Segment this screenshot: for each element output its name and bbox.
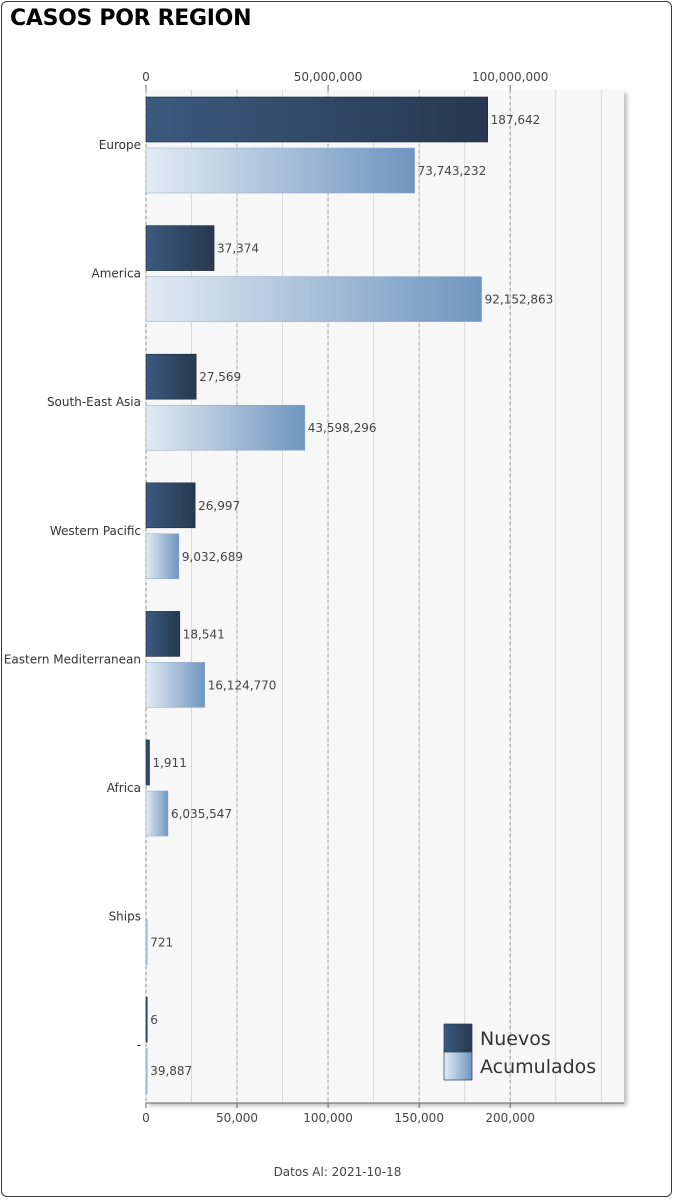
bar-value-label: 9,032,689 [182, 550, 243, 564]
bar-acumulados [145, 790, 169, 837]
bar-value-label: 1,911 [152, 756, 186, 770]
top-axis-tick-label: 0 [142, 70, 150, 84]
bar-value-label: 16,124,770 [208, 678, 277, 692]
bar-value-label: 6 [150, 1013, 158, 1027]
bar-acumulados [145, 533, 180, 580]
bar-acumulados [145, 919, 148, 965]
bar-acumulados [145, 1047, 148, 1094]
bar-value-label: 39,887 [150, 1064, 192, 1078]
chart-title: CASOS POR REGION [10, 6, 252, 31]
bottom-axis-tick-label: 0 [142, 1111, 150, 1125]
bar-acumulados [145, 662, 205, 708]
category-label: Eastern Mediterranean [4, 652, 141, 666]
bar-value-label: 187,642 [491, 113, 541, 127]
bar-nuevos [145, 996, 148, 1043]
category-label: Western Pacific [50, 524, 141, 538]
bottom-axis-tick-label: 100,000 [303, 1111, 353, 1125]
bar-acumulados [145, 147, 415, 194]
category-label: America [92, 267, 142, 281]
bar-nuevos [145, 482, 196, 529]
bar-acumulados [145, 276, 482, 322]
bottom-axis-tick-label: 50,000 [216, 1111, 258, 1125]
category-label: Europe [99, 138, 141, 152]
category-label: - [137, 1038, 141, 1052]
category-label: Ships [109, 910, 141, 924]
legend-label: Nuevos [480, 1028, 551, 1050]
bar-nuevos [145, 225, 215, 271]
legend: Nuevos Acumulados [443, 1023, 596, 1081]
bar-value-label: 18,541 [183, 627, 225, 641]
bar-value-label: 27,569 [199, 370, 241, 384]
bar-nuevos [145, 739, 150, 786]
labels: Europe 187,642 73,743,232 America 37,374 92,1… [4, 113, 553, 1078]
top-axis-tick-label: 100,000,000 [472, 70, 548, 84]
footer-date: Datos Al: 2021-10-18 [273, 1165, 402, 1179]
legend-swatch [443, 1051, 473, 1081]
bar-nuevos [145, 96, 488, 143]
category-label: Africa [107, 781, 141, 795]
legend-swatch [443, 1023, 473, 1053]
bars [145, 96, 488, 1094]
bar-nuevos [145, 353, 197, 400]
bar-nuevos [145, 611, 181, 657]
category-label: South-East Asia [47, 395, 141, 409]
plot-area [146, 90, 624, 1103]
bar-value-label: 43,598,296 [308, 421, 377, 435]
top-axis-tick-label: 50,000,000 [294, 70, 363, 84]
bar-value-label: 92,152,863 [485, 293, 554, 307]
legend-label: Acumulados [480, 1056, 596, 1078]
bar-value-label: 73,743,232 [418, 164, 487, 178]
bar-acumulados [145, 404, 306, 451]
bar-value-label: 26,997 [198, 499, 240, 513]
bottom-axis-tick-label: 150,000 [394, 1111, 444, 1125]
bar-value-label: 6,035,547 [171, 807, 232, 821]
bottom-axis-tick-label: 200,000 [485, 1111, 535, 1125]
bar-value-label: 37,374 [217, 242, 259, 256]
bar-value-label: 721 [150, 936, 173, 950]
